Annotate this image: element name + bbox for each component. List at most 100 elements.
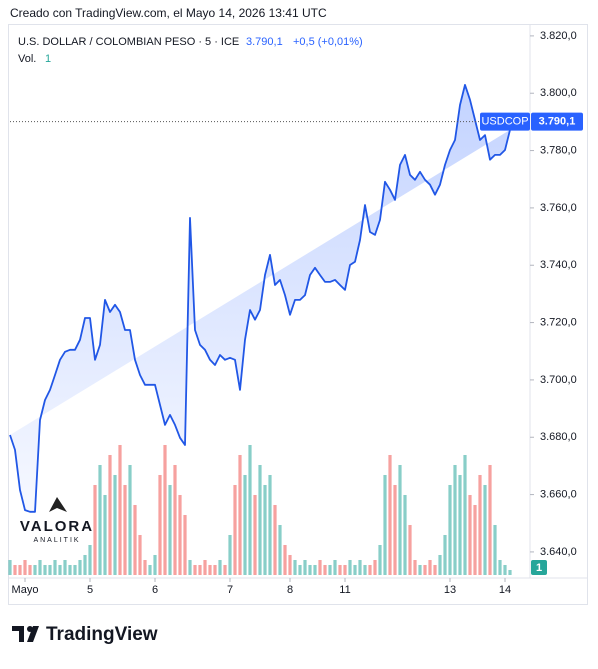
symbol-title: U.S. DOLLAR / COLOMBIAN PESO · 5 · ICE [18,36,239,48]
volume-bar [398,465,402,575]
volume-bar [88,545,92,575]
volume-bar [443,535,447,575]
volume-bar [393,485,397,575]
volume-bar [18,565,22,575]
volume-bar [278,525,282,575]
volume-bar [318,560,322,575]
logo-dot [27,626,33,632]
volume-bar [203,560,207,575]
volume-bar [248,445,252,575]
volume-bar [28,565,32,575]
volume-bar [348,560,352,575]
volume-bar [358,560,362,575]
volume-bar [183,515,187,575]
volume-bar [268,475,272,575]
volume-bar [13,565,17,575]
last-price: 3.790,1 [246,36,283,48]
volume-bar [308,565,312,575]
plot [8,84,512,575]
volume-bar [38,560,42,575]
volume-bar [343,565,347,575]
volume-bar [253,495,257,575]
volume-bar [103,495,107,575]
volume-bar [138,535,142,575]
symbol-badge-text: USDCOP [481,116,528,128]
volume-bar [408,525,412,575]
volume-bar [168,485,172,575]
volume-bar [148,565,152,575]
volume-bar [173,465,177,575]
volume-bar [218,560,222,575]
volume-bar [298,565,302,575]
watermark-icon [49,497,67,512]
x-tick-label: Mayo [12,584,39,596]
volume-bar [368,565,372,575]
volume-bar [363,565,367,575]
volume-bar [353,565,357,575]
y-tick-label: 3.740,0 [540,259,577,271]
price-badge [531,112,583,131]
y-tick-label: 3.680,0 [540,431,577,443]
volume-bar [473,505,477,575]
x-tick-label: 6 [152,584,158,596]
volume-bar [58,565,62,575]
volume-bar [458,475,462,575]
volume-bar [488,465,492,575]
x-tick-label: 7 [227,584,233,596]
volume-bar [158,475,162,575]
volume-bar [153,555,157,575]
volume-bar [93,485,97,575]
volume-bar [423,565,427,575]
price-badge-text: 3.790,1 [539,116,576,128]
volume-bar [378,545,382,575]
volume-bar [388,455,392,575]
x-tick-label: 13 [444,584,456,596]
volume-bar [133,505,137,575]
volume-bar [258,465,262,575]
volume-bar [23,560,27,575]
volume-bar [418,565,422,575]
volume-bar [483,485,487,575]
volume-bar [508,570,512,575]
volume-bar [198,565,202,575]
volume-bar [463,455,467,575]
volume-bar [273,505,277,575]
y-tick-label: 3.820,0 [540,30,577,42]
area-fill [10,84,510,512]
volume-bar [208,565,212,575]
volume-bar [448,485,452,575]
volume-bar [328,565,332,575]
volume-bar [293,560,297,575]
volume-bar [143,560,147,575]
symbol-badge [480,112,530,131]
x-tick-label: 11 [339,584,350,596]
price-line [9,84,511,513]
volume-bar [213,565,217,575]
volume-bar [438,555,442,575]
volume-bar [68,565,72,575]
volume-badge-text: 1 [536,562,542,574]
volume-bar [43,565,47,575]
volume-bar [498,560,502,575]
y-tick-label: 3.720,0 [540,316,577,328]
y-tick-label: 3.700,0 [540,374,577,386]
volume-bar [73,565,77,575]
volume-bar [163,445,167,575]
volume-bar [63,560,67,575]
volume-bar [108,455,112,575]
volume-bar [8,560,12,575]
volume-bar [283,545,287,575]
volume-bar [413,560,417,575]
volume-bar [503,565,507,575]
volume-bar [428,560,432,575]
volume-bar [33,565,37,575]
y-tick-label: 3.800,0 [540,87,577,99]
chart-frame [8,24,588,605]
volume-bar [263,485,267,575]
volume-bar [118,445,122,575]
volume-bar [323,565,327,575]
volume-bar [188,560,192,575]
volume-bar [373,560,377,575]
volume-bar [333,560,337,575]
